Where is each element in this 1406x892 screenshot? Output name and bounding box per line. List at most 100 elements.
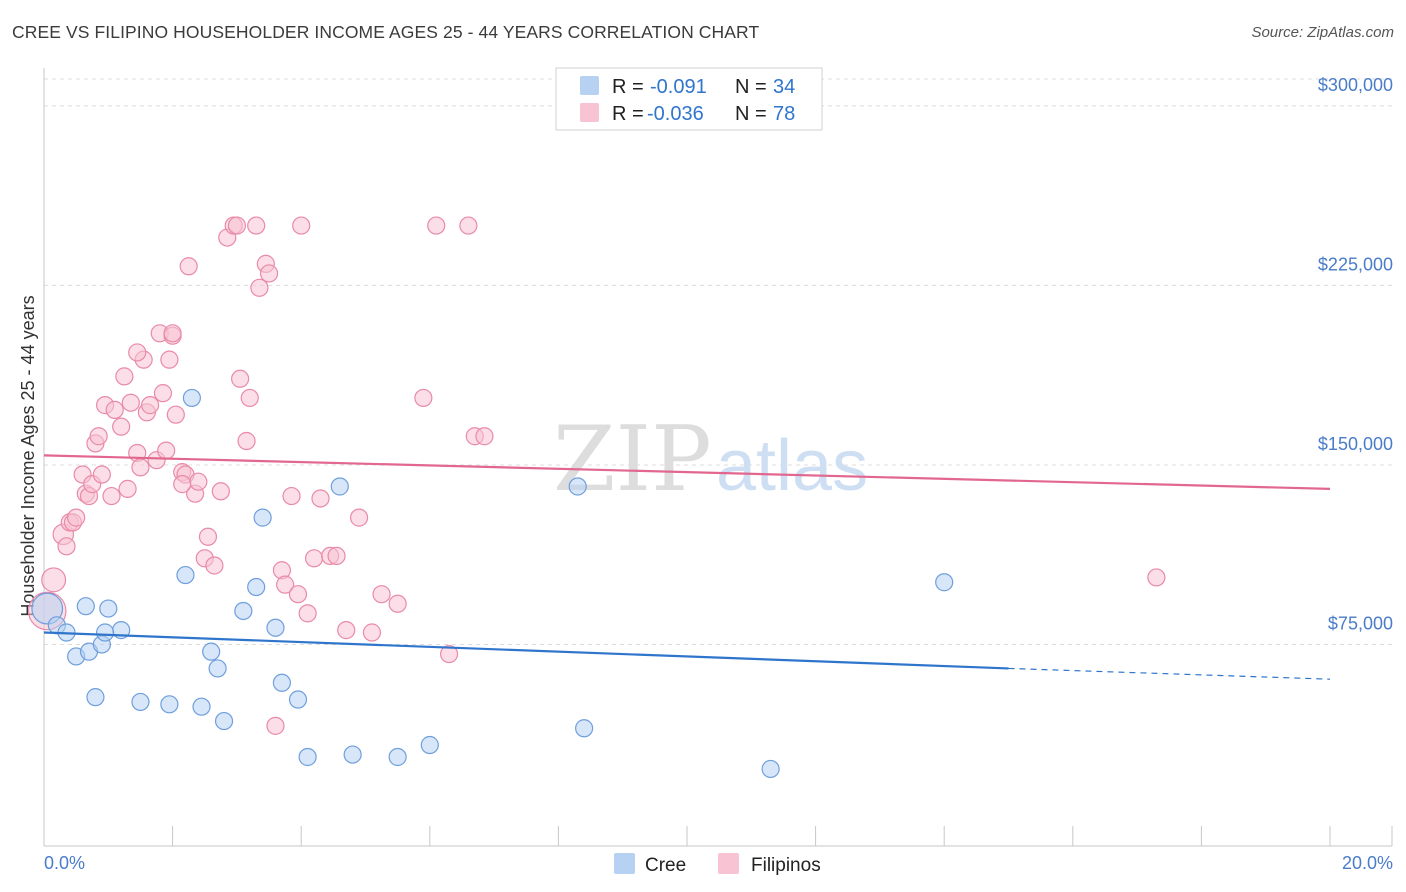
- cree-point: [131, 692, 150, 712]
- y-tick-label-300000: $300,000: [1318, 75, 1393, 95]
- y-tick-label-75000: $75,000: [1328, 613, 1393, 633]
- legend-item-filipinos[interactable]: Filipinos: [718, 853, 821, 876]
- stats-cree-swatch: [580, 76, 599, 95]
- filipinos-point: [240, 388, 259, 408]
- cree-point: [298, 747, 317, 767]
- filipinos-point: [118, 479, 137, 498]
- filipinos-point: [166, 405, 185, 424]
- filipinos-trend-line: [43, 454, 1331, 490]
- cree-point: [95, 623, 115, 642]
- filipinos-point: [459, 216, 478, 235]
- cree-point: [253, 508, 272, 527]
- filipinos-point: [288, 585, 308, 604]
- filipinos-point: [102, 486, 121, 506]
- filipinos-point: [276, 575, 295, 594]
- filipinos-point: [163, 324, 182, 343]
- legend-cree-swatch: [614, 853, 635, 874]
- cree-point: [86, 688, 105, 707]
- cree-point: [420, 735, 439, 755]
- cree-point: [761, 759, 780, 779]
- stats-cree-r-value: -0.091: [650, 76, 707, 98]
- filipinos-point: [157, 441, 176, 460]
- cree-point: [935, 573, 954, 592]
- cree-point: [182, 388, 201, 408]
- filipinos-point: [327, 546, 346, 566]
- filipinos-point: [205, 556, 224, 575]
- y-axis-label: Householder Income Ages 25 - 44 years: [18, 295, 38, 616]
- filipinos-point: [211, 482, 230, 501]
- filipinos-point: [128, 343, 147, 362]
- filipinos-point: [41, 567, 67, 593]
- filipinos-point: [337, 621, 356, 640]
- cree-point: [192, 697, 211, 716]
- legend-item-cree[interactable]: Cree: [614, 853, 686, 876]
- filipinos-point: [247, 216, 266, 235]
- cree-point: [234, 601, 253, 621]
- filipinos-point: [298, 604, 317, 623]
- stats-box: R = -0.091 N = 34 R = -0.036 N = 78: [555, 67, 823, 131]
- trend-lines: [43, 454, 1331, 680]
- stats-filipino-n-label: N =: [735, 103, 767, 125]
- y-tick-label-150000: $150,000: [1318, 434, 1393, 454]
- cree-point: [575, 719, 594, 738]
- filipinos-point: [160, 350, 179, 369]
- filipinos-point: [140, 396, 160, 415]
- axis-layer: [43, 68, 1393, 847]
- filipinos-point: [57, 537, 76, 556]
- filipinos-point: [231, 369, 250, 388]
- stats-filipino-swatch: [580, 103, 599, 122]
- cree-point: [343, 745, 362, 764]
- stats-filipino-r-label: R =: [612, 103, 644, 125]
- stats-filipino-r-value: -0.036: [647, 103, 704, 125]
- filipinos-point: [362, 623, 382, 642]
- cree-point: [202, 642, 221, 661]
- filipinos-point: [259, 264, 279, 283]
- filipinos-point: [112, 417, 131, 436]
- watermark-zip: ZIP: [553, 407, 712, 512]
- filipinos-point: [349, 508, 369, 527]
- y-tick-labels: $75,000 $150,000 $225,000 $300,000: [1318, 75, 1393, 634]
- legend-filipinos-label: Filipinos: [751, 855, 821, 876]
- filipinos-point: [198, 527, 218, 546]
- filipinos-point: [388, 594, 407, 613]
- cree-point: [99, 599, 118, 618]
- filipinos-point: [153, 384, 173, 403]
- chart-title: CREE VS FILIPINO HOUSEHOLDER INCOME AGES…: [12, 22, 760, 42]
- legend: Cree Filipinos: [614, 853, 821, 876]
- cree-point: [208, 659, 227, 678]
- stats-cree-n-value: 34: [773, 76, 795, 98]
- x-tick-label-min: 0.0%: [44, 853, 85, 873]
- filipinos-point: [372, 585, 391, 604]
- cree-point: [76, 597, 95, 616]
- watermark-atlas: atlas: [716, 426, 868, 506]
- filipinos-point: [115, 367, 134, 386]
- filipinos-point: [227, 216, 246, 235]
- filipinos-point: [439, 644, 459, 664]
- cree-trend-line-dashed: [1008, 667, 1331, 680]
- filipinos-point: [179, 257, 198, 276]
- cree-trend-line: [43, 631, 1009, 670]
- cree-point: [388, 747, 407, 767]
- y-tick-label-225000: $225,000: [1318, 254, 1393, 274]
- filipinos-point: [1147, 568, 1166, 587]
- cree-point: [272, 673, 292, 692]
- filipinos-point: [414, 388, 433, 408]
- cree-point: [288, 690, 308, 709]
- filipinos-point: [292, 216, 311, 235]
- filipinos-point: [237, 431, 256, 451]
- stats-filipino-n-value: 78: [773, 103, 795, 125]
- cree-point: [176, 565, 195, 585]
- cree-point: [214, 711, 234, 731]
- filipinos-point: [121, 393, 140, 412]
- cree-points: [31, 388, 954, 779]
- filipinos-point: [475, 427, 494, 446]
- cree-point: [160, 695, 179, 714]
- legend-filipinos-swatch: [718, 853, 739, 874]
- chart-source: Source: ZipAtlas.com: [1251, 24, 1394, 41]
- cree-point: [247, 577, 266, 597]
- filipinos-point: [282, 486, 301, 506]
- grid-layer: [44, 78, 1392, 645]
- cree-point: [568, 477, 587, 496]
- cree-point: [330, 477, 349, 496]
